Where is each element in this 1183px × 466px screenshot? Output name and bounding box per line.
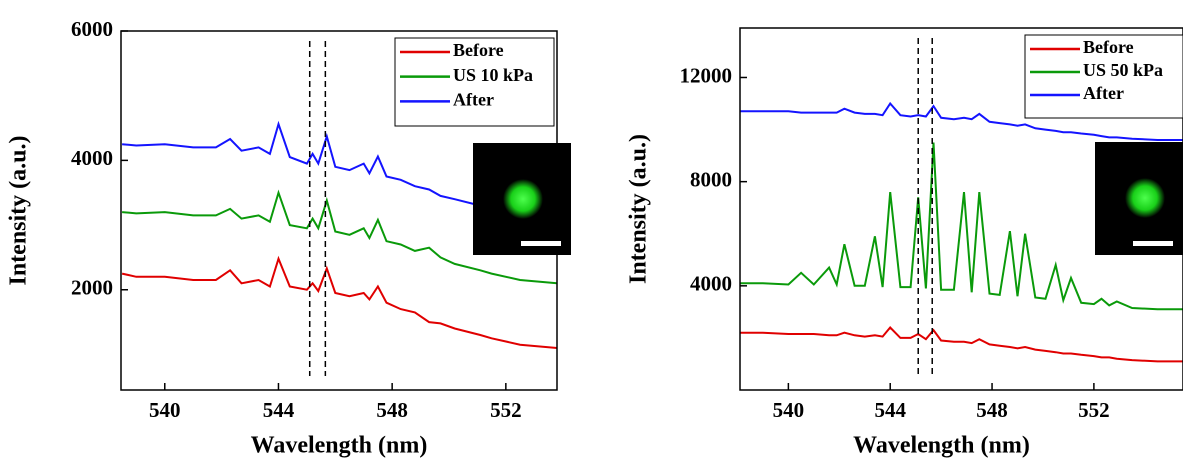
legend-label: After [1083,83,1124,103]
legend-label: US 10 kPa [453,65,533,85]
legend-label: After [453,89,494,109]
y-tick-label: 8000 [690,167,732,191]
x-tick-label: 544 [263,398,295,422]
scale-bar [1133,241,1173,246]
y-tick-label: 6000 [71,17,113,41]
y-axis-label: Intensity (a.u.) [6,135,32,285]
x-tick-label: 552 [1078,398,1110,422]
spectrum-line [740,101,1183,141]
legend-label: Before [1083,37,1134,57]
inset-particle [503,179,543,219]
inset-particle [1125,178,1165,218]
spectrum-line [740,142,1183,311]
spectrum-line [121,255,557,349]
legend-box [1024,34,1183,119]
x-axis-label: Wavelength (nm) [251,433,428,459]
y-tick-label: 4000 [71,146,113,170]
legend-label: US 50 kPa [1083,60,1163,80]
x-tick-label: 552 [490,398,522,422]
x-tick-label: 540 [149,398,181,422]
y-tick-label: 2000 [71,276,113,300]
x-tick-label: 540 [773,398,805,422]
x-axis-label: Wavelength (nm) [853,433,1030,459]
spectrum-line [740,326,1183,363]
plot-lines [121,41,557,376]
spectrum-line [122,120,557,220]
x-tick-label: 548 [376,398,408,422]
x-tick-label: 548 [976,398,1008,422]
y-tick-label: 12000 [680,63,733,87]
spectrum-line [122,189,557,285]
x-tick-label: 544 [874,398,906,422]
plot-lines [740,38,1183,376]
y-axis-label: Intensity (a.u.) [626,134,652,284]
legend-label: Before [453,40,504,60]
scale-bar [521,241,561,246]
axes-frame [739,27,1183,391]
y-tick-label: 4000 [690,272,732,296]
